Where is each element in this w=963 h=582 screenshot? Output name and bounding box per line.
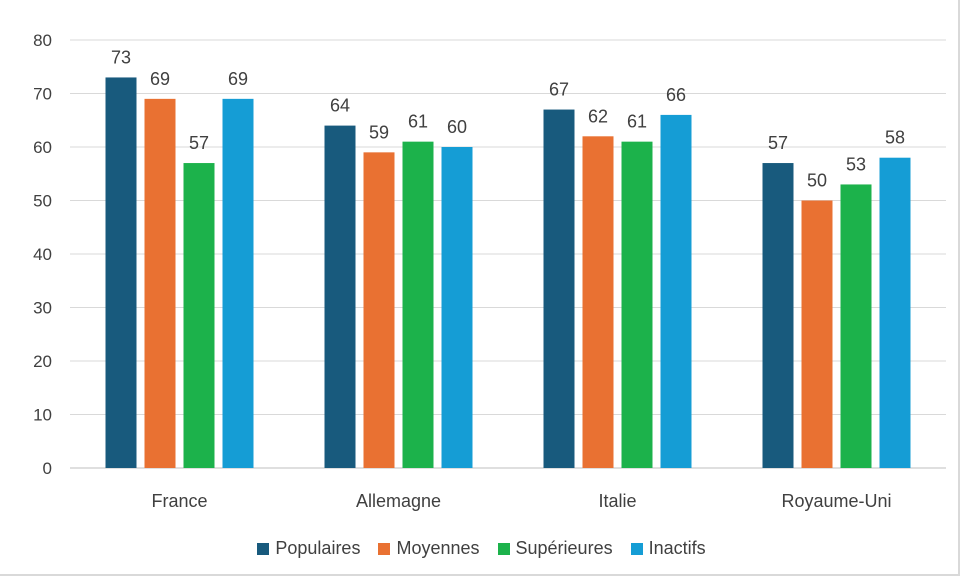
legend-item: Supérieures: [497, 538, 613, 559]
bar: [762, 163, 794, 469]
bar: [402, 141, 434, 468]
category-label: Royaume-Uni: [781, 491, 891, 511]
data-label: 73: [111, 47, 131, 67]
y-tick-label: 80: [33, 31, 52, 50]
legend: Populaires Moyennes Supérieures Inactifs: [0, 538, 963, 559]
data-label: 62: [588, 106, 608, 126]
category-label: Allemagne: [356, 491, 441, 511]
bar: [879, 157, 911, 468]
legend-swatch: [497, 542, 510, 555]
legend-label: Populaires: [275, 538, 361, 558]
bar: [801, 200, 833, 468]
data-label: 50: [807, 171, 827, 191]
bar: [621, 141, 653, 468]
y-tick-label: 20: [33, 352, 52, 371]
bar: [543, 109, 575, 469]
bars: [105, 77, 911, 469]
legend-item: Inactifs: [630, 538, 706, 559]
data-label: 57: [768, 133, 788, 153]
x-axis: France Allemagne Italie Royaume-Uni: [151, 491, 891, 511]
data-label: 61: [627, 112, 647, 132]
legend-item: Moyennes: [378, 538, 480, 559]
y-tick-label: 0: [43, 459, 52, 478]
bar: [441, 147, 473, 468]
y-tick-label: 50: [33, 192, 52, 211]
bar: [840, 184, 872, 468]
data-labels: 73 69 57 69 64 59 61 60 67 62 61 66 57 50 53 58: [111, 47, 905, 190]
data-label: 60: [447, 117, 467, 137]
legend-item: Populaires: [257, 538, 360, 559]
y-tick-label: 10: [33, 406, 52, 425]
gridlines: [70, 39, 946, 469]
bar: [105, 77, 137, 468]
y-tick-label: 30: [33, 299, 52, 318]
category-label: Italie: [598, 491, 636, 511]
data-label: 57: [189, 133, 209, 153]
legend-label: Supérieures: [515, 538, 613, 558]
data-label: 66: [666, 85, 686, 105]
data-label: 69: [150, 69, 170, 89]
data-label: 67: [549, 80, 569, 100]
bar: [222, 98, 254, 468]
legend-label: Inactifs: [648, 538, 706, 558]
category-label: France: [151, 491, 207, 511]
data-label: 58: [885, 128, 905, 148]
data-label: 59: [369, 122, 389, 142]
legend-swatch: [257, 542, 270, 555]
data-label: 64: [330, 96, 350, 116]
bar: [660, 114, 692, 469]
data-label: 61: [408, 112, 428, 132]
legend-swatch: [378, 542, 391, 555]
legend-swatch: [630, 542, 643, 555]
legend-label: Moyennes: [396, 538, 480, 558]
bar: [144, 98, 176, 468]
bar: [183, 163, 215, 469]
y-tick-label: 40: [33, 245, 52, 264]
y-tick-label: 70: [33, 85, 52, 104]
bar: [324, 125, 356, 468]
bar: [582, 136, 614, 469]
bar: [363, 152, 395, 468]
y-axis: 0 10 20 30 40 50 60 70 80: [33, 31, 52, 478]
data-label: 53: [846, 154, 866, 174]
y-tick-label: 60: [33, 138, 52, 157]
data-label: 69: [228, 69, 248, 89]
